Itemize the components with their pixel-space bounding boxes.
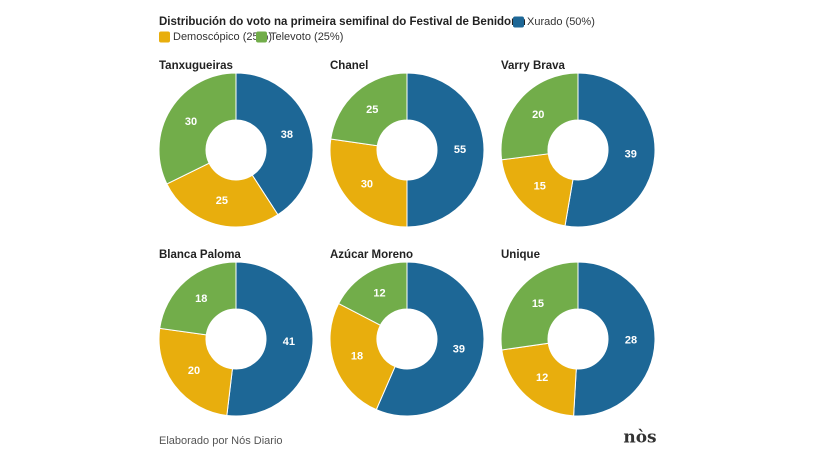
chart-title: Distribución do voto na primeira semifin… xyxy=(159,16,526,28)
data-label: 20 xyxy=(188,365,200,377)
donut-slice xyxy=(329,138,408,228)
donut-slice xyxy=(406,72,485,228)
donut-slice xyxy=(226,261,314,417)
data-label: 39 xyxy=(625,148,637,160)
data-label: 30 xyxy=(361,179,373,191)
donut-slice xyxy=(500,72,579,161)
donut-slice xyxy=(159,261,237,336)
data-label: 28 xyxy=(625,334,637,346)
chart-subtitle: Tanxugueiras xyxy=(159,60,233,72)
chart-subtitle: Chanel xyxy=(330,60,368,72)
data-label: 18 xyxy=(351,351,363,363)
donut-slice xyxy=(166,162,279,228)
donut-slice xyxy=(158,327,233,417)
data-label: 15 xyxy=(532,298,544,310)
donut-slice xyxy=(500,261,579,351)
donut-slice xyxy=(564,72,656,228)
donut-slice xyxy=(337,261,408,326)
data-label: 25 xyxy=(366,104,378,116)
data-label: 18 xyxy=(195,293,207,305)
donut-slice xyxy=(501,342,577,417)
data-label: 41 xyxy=(283,336,295,348)
data-label: 39 xyxy=(453,344,465,356)
data-label: 15 xyxy=(534,181,546,193)
legend-swatch xyxy=(256,31,267,43)
donut-slice xyxy=(158,72,237,185)
donut-slice xyxy=(329,302,396,411)
legend-label: Demoscópico (25%) xyxy=(173,31,272,43)
data-label: 12 xyxy=(373,288,385,300)
chart-subtitle: Varry Brava xyxy=(501,60,566,72)
legend-label: Xurado (50%) xyxy=(527,16,595,28)
data-label: 20 xyxy=(532,109,544,121)
chart-subtitle: Unique xyxy=(501,249,540,261)
data-label: 55 xyxy=(454,144,466,156)
legend-label: Televoto (25%) xyxy=(270,31,343,43)
chart-subtitle: Azúcar Moreno xyxy=(330,249,413,261)
donut-slice xyxy=(573,261,656,417)
legend-swatch xyxy=(159,31,170,43)
source: Elaborado por Nós Diario xyxy=(159,435,283,447)
data-label: 30 xyxy=(185,116,197,128)
chart-subtitle: Blanca Paloma xyxy=(159,249,241,261)
data-label: 25 xyxy=(216,195,228,207)
donut-slice xyxy=(330,72,408,147)
logo: nòs xyxy=(623,428,656,448)
donut-slice xyxy=(501,153,574,227)
data-label: 38 xyxy=(281,129,293,141)
donut-slice xyxy=(375,261,485,417)
data-label: 12 xyxy=(536,372,548,384)
legend-swatch xyxy=(513,16,524,28)
